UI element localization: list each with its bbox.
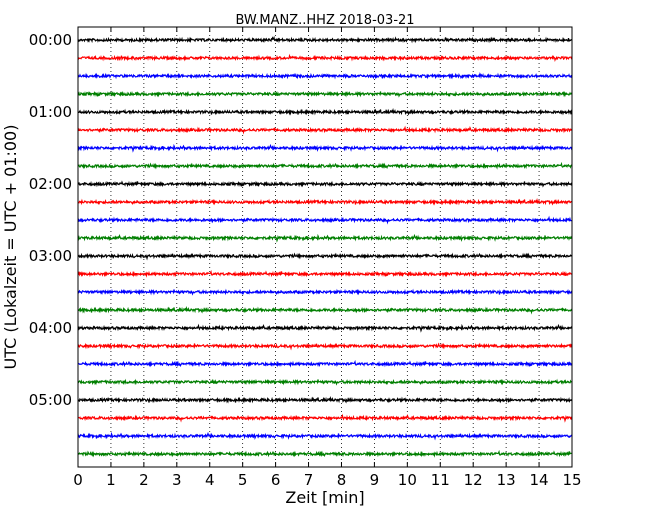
trace-01:45 bbox=[77, 161, 573, 170]
trace-05:15 bbox=[77, 413, 573, 423]
trace-01:00 bbox=[77, 107, 573, 116]
trace-00:45 bbox=[77, 90, 573, 98]
x-tick-label: 2 bbox=[139, 471, 149, 489]
trace-04:45 bbox=[77, 378, 573, 386]
y-tick-label: 02:00 bbox=[29, 175, 72, 193]
x-tick-label: 10 bbox=[398, 471, 417, 489]
trace-01:15 bbox=[77, 125, 573, 135]
trace-02:30 bbox=[77, 215, 573, 225]
x-axis-label: Zeit [min] bbox=[285, 488, 364, 507]
x-tick-label: 6 bbox=[271, 471, 281, 489]
grid-lines bbox=[110, 27, 540, 467]
y-tick-label: 04:00 bbox=[29, 319, 72, 337]
trace-04:15 bbox=[77, 342, 573, 351]
y-axis-label: UTC (Lokalzeit = UTC + 01:00) bbox=[1, 125, 20, 370]
trace-00:00 bbox=[77, 35, 573, 44]
chart-title: BW.MANZ..HHZ 2018-03-21 bbox=[235, 13, 414, 28]
x-tick-label: 5 bbox=[238, 471, 248, 489]
trace-layer bbox=[77, 35, 573, 458]
x-tick-label: 11 bbox=[431, 471, 450, 489]
trace-00:30 bbox=[77, 72, 573, 80]
x-tick-label: 4 bbox=[205, 471, 215, 489]
trace-05:45 bbox=[77, 449, 573, 458]
trace-04:30 bbox=[77, 359, 573, 368]
x-tick-label: 7 bbox=[304, 471, 314, 489]
trace-02:15 bbox=[77, 197, 573, 206]
y-tick-label: 05:00 bbox=[29, 391, 72, 409]
trace-03:30 bbox=[77, 288, 573, 296]
trace-02:00 bbox=[77, 180, 573, 188]
plot-frame bbox=[77, 26, 573, 468]
x-tick-label: 15 bbox=[562, 471, 581, 489]
x-tick-label: 3 bbox=[172, 471, 182, 489]
trace-02:45 bbox=[77, 233, 573, 243]
y-tick-label: 01:00 bbox=[29, 103, 72, 121]
trace-03:45 bbox=[77, 305, 573, 315]
y-tick-label: 00:00 bbox=[29, 31, 72, 49]
x-tick-label: 9 bbox=[370, 471, 380, 489]
trace-03:00 bbox=[77, 252, 573, 261]
x-tick-label: 8 bbox=[337, 471, 347, 489]
trace-01:30 bbox=[77, 143, 573, 153]
x-tick-label: 13 bbox=[497, 471, 516, 489]
trace-00:15 bbox=[77, 53, 573, 63]
trace-03:15 bbox=[77, 269, 573, 278]
trace-05:30 bbox=[77, 431, 573, 441]
x-tick-label: 14 bbox=[530, 471, 549, 489]
ticks: 0 1 2 3 4 5 6 7 8 9 10 11 12 13 14 1500:0001:0002:0003:… bbox=[29, 27, 582, 489]
y-tick-label: 03:00 bbox=[29, 247, 72, 265]
x-tick-label: 0 bbox=[73, 471, 83, 489]
x-tick-label: 12 bbox=[464, 471, 483, 489]
trace-05:00 bbox=[77, 395, 573, 404]
trace-04:00 bbox=[77, 323, 573, 333]
x-tick-label: 1 bbox=[106, 471, 116, 489]
